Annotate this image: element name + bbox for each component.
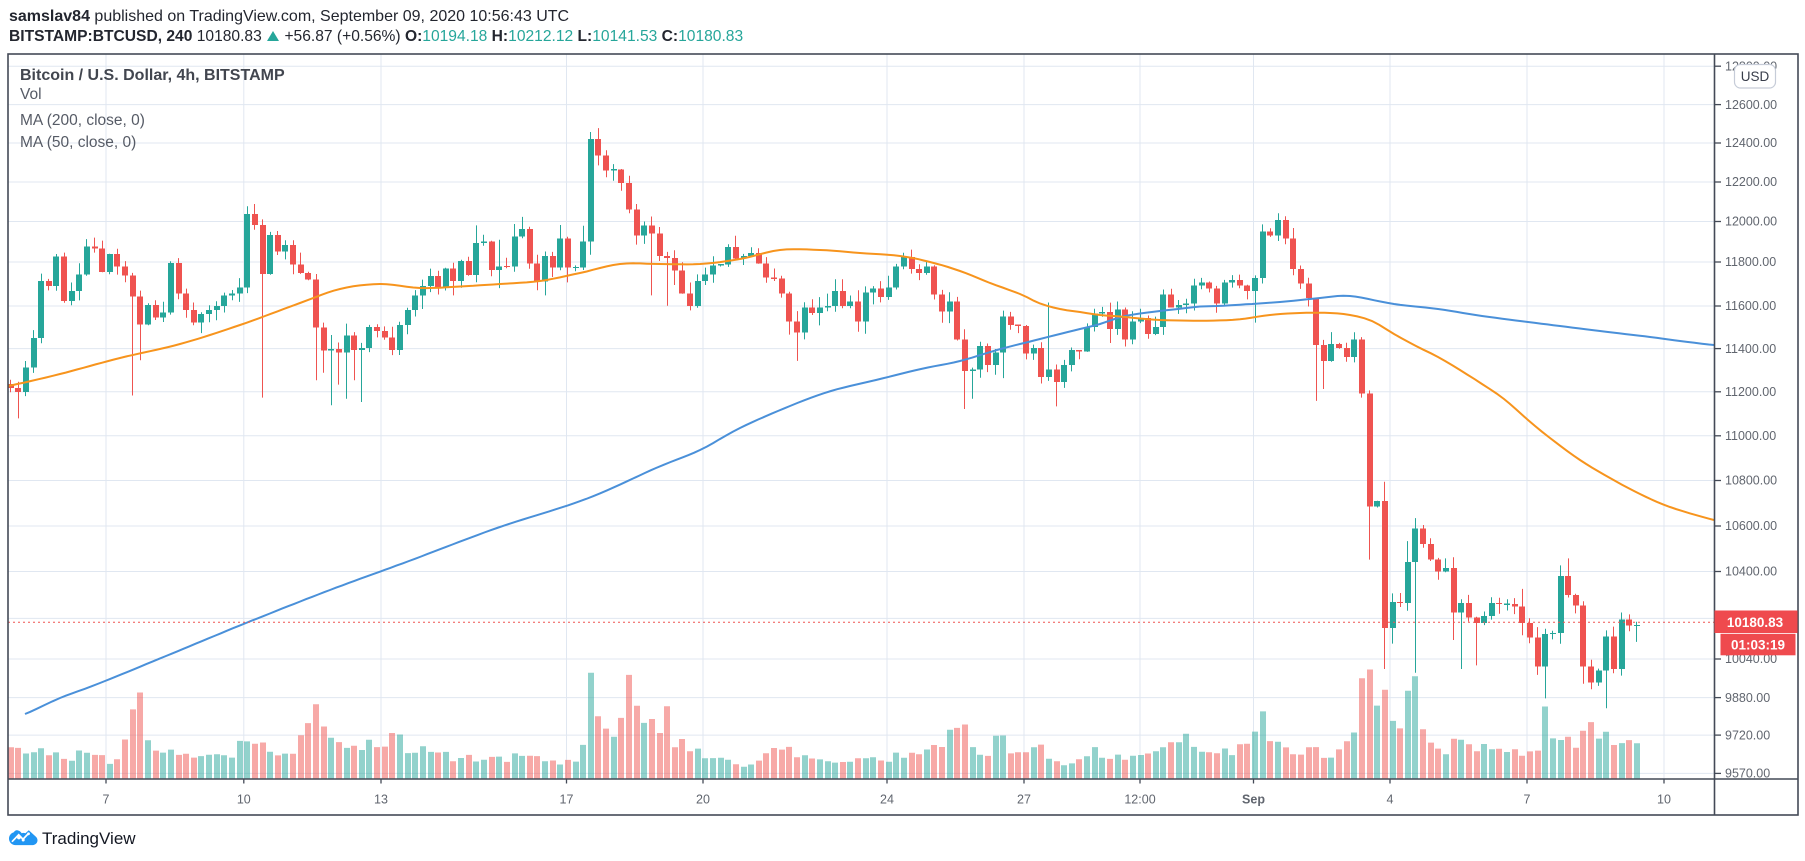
svg-text:13: 13 xyxy=(374,793,388,807)
svg-text:11000.00: 11000.00 xyxy=(1725,429,1776,443)
svg-text:11800.00: 11800.00 xyxy=(1725,255,1776,269)
svg-text:10040.00: 10040.00 xyxy=(1725,652,1777,666)
svg-text:17: 17 xyxy=(560,793,574,807)
svg-text:9570.00: 9570.00 xyxy=(1725,767,1770,781)
svg-text:10: 10 xyxy=(237,793,251,807)
svg-text:10600.00: 10600.00 xyxy=(1725,519,1777,533)
svg-text:10: 10 xyxy=(1657,793,1671,807)
svg-text:4: 4 xyxy=(1387,793,1394,807)
svg-text:24: 24 xyxy=(880,793,894,807)
svg-text:12200.00: 12200.00 xyxy=(1725,175,1777,189)
svg-text:12000.00: 12000.00 xyxy=(1725,215,1777,229)
svg-text:9720.00: 9720.00 xyxy=(1725,728,1770,742)
svg-text:12:00: 12:00 xyxy=(1124,793,1155,807)
svg-text:7: 7 xyxy=(1524,793,1531,807)
svg-text:10800.00: 10800.00 xyxy=(1725,474,1777,488)
svg-text:11400.00: 11400.00 xyxy=(1725,342,1776,356)
svg-text:12600.00: 12600.00 xyxy=(1725,98,1777,112)
svg-text:01:03:19: 01:03:19 xyxy=(1731,638,1785,653)
svg-text:11600.00: 11600.00 xyxy=(1725,299,1776,313)
svg-text:11200.00: 11200.00 xyxy=(1725,385,1776,399)
svg-text:9880.00: 9880.00 xyxy=(1725,691,1770,705)
svg-text:20: 20 xyxy=(696,793,710,807)
svg-text:10180.83: 10180.83 xyxy=(1727,615,1784,630)
svg-text:27: 27 xyxy=(1017,793,1031,807)
svg-text:12400.00: 12400.00 xyxy=(1725,136,1777,150)
svg-text:7: 7 xyxy=(103,793,110,807)
svg-text:USD: USD xyxy=(1741,69,1770,84)
svg-text:10400.00: 10400.00 xyxy=(1725,565,1777,579)
svg-text:Sep: Sep xyxy=(1242,793,1265,807)
